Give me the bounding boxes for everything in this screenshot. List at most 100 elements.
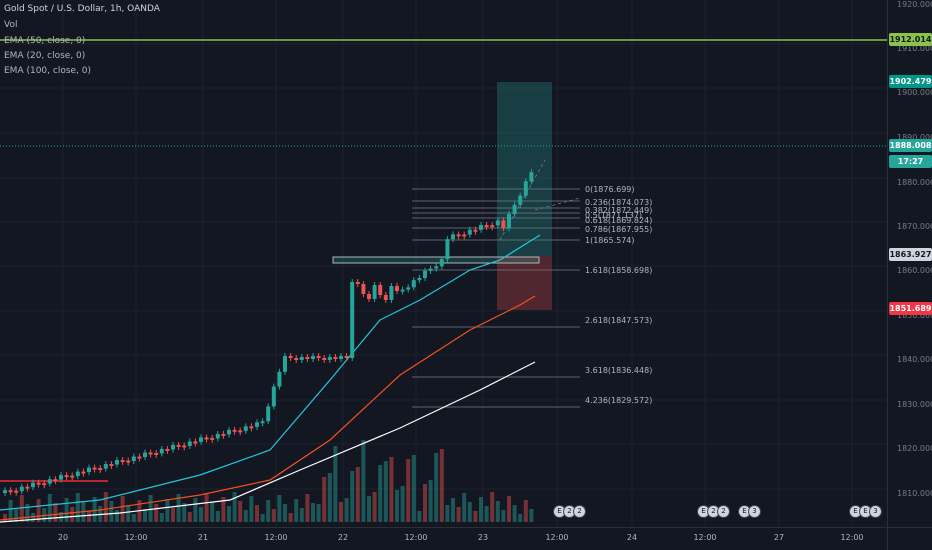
- candle-body: [3, 490, 7, 493]
- candle-body: [227, 429, 231, 435]
- candle-body: [42, 483, 47, 486]
- volume-bar: [176, 494, 181, 522]
- entry-price-label[interactable]: 1863.927: [889, 248, 932, 261]
- event-count-icon[interactable]: 2: [717, 505, 730, 518]
- candle-body: [53, 479, 58, 482]
- volume-bar: [372, 492, 377, 522]
- time-label: 24: [626, 533, 638, 542]
- candle-body: [148, 452, 153, 455]
- ema100-indicator-label[interactable]: EMA (100, close, 0): [4, 66, 92, 76]
- volume-bar: [199, 507, 203, 522]
- scale-corner: [887, 527, 932, 550]
- event-marker-group-2[interactable]: E 2 2: [697, 505, 730, 519]
- candle-body: [467, 229, 472, 235]
- candle-body: [204, 437, 209, 440]
- event-marker-group-3[interactable]: E 3: [738, 505, 761, 519]
- volume-bar: [518, 514, 523, 522]
- fib-level-3618: 3.618(1836.448): [585, 366, 653, 375]
- time-label: 12:00: [545, 533, 569, 542]
- volume-bar: [473, 511, 478, 522]
- candle-body: [249, 426, 254, 429]
- volume-bar: [25, 504, 30, 522]
- price-scale[interactable]: 1920.000 1910.000 1900.000 1890.000 1880…: [887, 0, 932, 527]
- volume-bar: [523, 500, 528, 522]
- candle-body: [221, 433, 226, 436]
- fib-level-0786: 0.786(1867.955): [585, 225, 653, 234]
- volume-bar: [19, 495, 24, 522]
- candle-body: [473, 229, 478, 232]
- green-line-price-label[interactable]: 1912.014: [889, 33, 932, 46]
- volume-bar: [299, 508, 304, 522]
- volume-bar: [389, 457, 394, 522]
- volume-bar: [75, 493, 80, 522]
- candle-body: [143, 452, 147, 458]
- vol-indicator-label[interactable]: Vol: [4, 20, 18, 30]
- volume-bar: [417, 511, 422, 522]
- target-price-label[interactable]: 1902.479: [889, 75, 932, 88]
- time-label: 22: [337, 533, 349, 542]
- volume-bar: [495, 501, 500, 522]
- volume-bar: [294, 499, 299, 522]
- event-count-icon[interactable]: 3: [748, 505, 761, 518]
- volume-bar: [120, 496, 125, 522]
- chart-title[interactable]: Gold Spot / U.S. Dollar, 1h, OANDA: [4, 4, 160, 14]
- volume-bar: [383, 461, 388, 522]
- volume-bar: [428, 480, 433, 522]
- price-tick: 1830.000: [897, 400, 932, 409]
- event-count-icon[interactable]: 3: [869, 505, 882, 518]
- volume-bar: [507, 496, 511, 522]
- event-count-icon[interactable]: 2: [573, 505, 586, 518]
- candle-body: [512, 204, 517, 214]
- candle-body: [383, 295, 388, 300]
- candle-body: [417, 277, 422, 281]
- candle-body: [31, 482, 35, 488]
- volume-bar: [165, 499, 170, 522]
- price-chart[interactable]: [0, 0, 887, 527]
- volume-bar: [70, 507, 75, 522]
- candle-body: [64, 475, 69, 478]
- chart-area[interactable]: Gold Spot / U.S. Dollar, 1h, OANDA Vol E…: [0, 0, 887, 527]
- price-tick: 1890.000: [897, 133, 932, 142]
- candle-body: [305, 357, 310, 359]
- ema50-indicator-label[interactable]: EMA (50, close, 0): [4, 36, 86, 46]
- volume-bar: [288, 513, 293, 522]
- candle-body: [8, 490, 13, 493]
- candle-body: [507, 214, 511, 229]
- volume-bar: [462, 493, 467, 522]
- candle-body: [333, 357, 338, 359]
- candle-body: [367, 294, 371, 299]
- volume-bar: [344, 498, 349, 522]
- time-label: 12:00: [404, 533, 428, 542]
- fib-level-0: 0(1876.699): [585, 185, 635, 194]
- candle-body: [137, 456, 142, 459]
- volume-bar: [238, 501, 243, 522]
- ema20-line: [0, 234, 541, 511]
- earnings-event-icon[interactable]: E: [859, 505, 872, 518]
- volume-bar: [439, 449, 444, 522]
- volume-bar: [322, 477, 327, 522]
- candle-body: [372, 285, 377, 299]
- stop-price-label[interactable]: 1851.689: [889, 302, 932, 315]
- candle-body: [266, 406, 271, 422]
- volume-bar: [395, 490, 399, 522]
- event-marker-group-1[interactable]: E 2 2: [553, 505, 586, 519]
- event-marker-group-4[interactable]: E E 3: [849, 505, 882, 519]
- candle-body: [277, 371, 282, 387]
- volume-bar: [126, 505, 131, 522]
- ema20-indicator-label[interactable]: EMA (20, close, 0): [4, 51, 86, 61]
- target-zone: [497, 82, 552, 256]
- fib-level-0618: 0.618(1869.824): [585, 216, 653, 225]
- candle-body: [87, 467, 91, 473]
- candle-body: [339, 356, 343, 359]
- volume-bar: [271, 509, 276, 522]
- candle-body: [495, 220, 500, 226]
- volume-bar: [490, 492, 495, 522]
- current-price-label[interactable]: 1888.008: [889, 139, 932, 152]
- candle-body: [400, 289, 405, 292]
- volume-bar: [529, 509, 534, 522]
- time-scale[interactable]: 20 12:00 21 12:00 22 12:00 23 12:00 24 1…: [0, 527, 887, 550]
- candle-body: [490, 225, 495, 228]
- candle-body: [355, 282, 360, 284]
- price-tick: 1910.000: [897, 44, 932, 53]
- volume-bar: [451, 498, 455, 522]
